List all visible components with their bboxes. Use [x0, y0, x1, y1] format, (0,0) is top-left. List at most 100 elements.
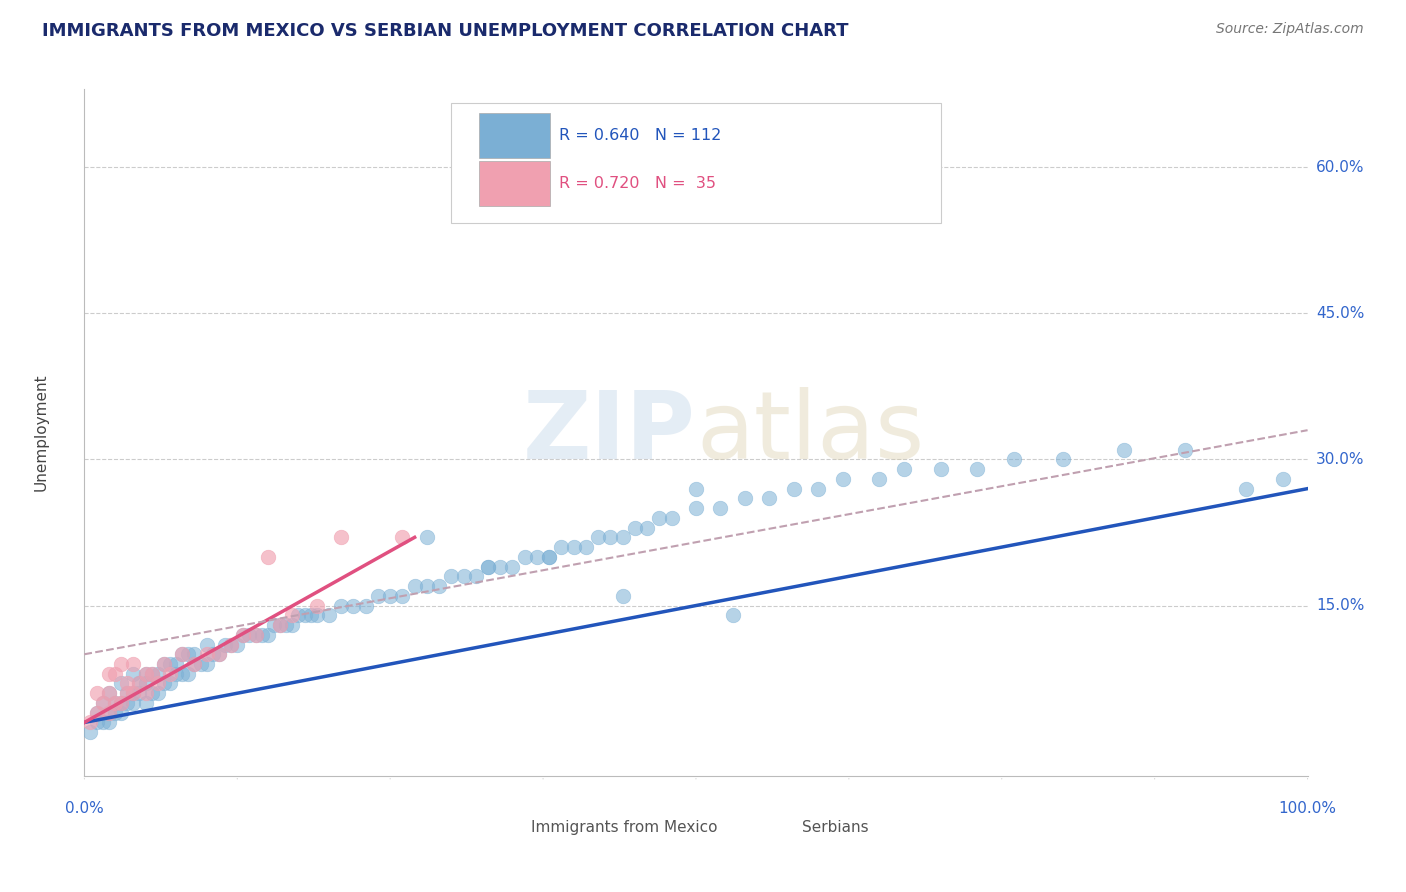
Point	[318, 608, 340, 623]
Point	[550, 540, 572, 554]
Point	[183, 647, 205, 661]
Point	[575, 540, 598, 554]
Point	[208, 647, 231, 661]
Point	[159, 657, 181, 671]
Point	[110, 696, 132, 710]
Point	[416, 530, 439, 544]
Point	[709, 501, 731, 516]
Point	[172, 666, 194, 681]
Point	[538, 549, 561, 564]
FancyBboxPatch shape	[479, 113, 550, 158]
Point	[97, 715, 120, 730]
Point	[281, 608, 304, 623]
Text: 60.0%: 60.0%	[1316, 160, 1364, 175]
Point	[110, 676, 132, 690]
Text: R = 0.640   N = 112: R = 0.640 N = 112	[560, 128, 721, 143]
Point	[263, 618, 285, 632]
Point	[427, 579, 450, 593]
Point	[734, 491, 756, 506]
Point	[135, 676, 157, 690]
Point	[122, 666, 145, 681]
Point	[177, 666, 200, 681]
Point	[115, 686, 138, 700]
Point	[97, 686, 120, 700]
Point	[183, 657, 205, 671]
Point	[929, 462, 952, 476]
Point	[294, 608, 316, 623]
Point	[214, 638, 236, 652]
Point	[86, 686, 108, 700]
Point	[648, 511, 671, 525]
Point	[104, 696, 127, 710]
Point	[526, 549, 548, 564]
Point	[153, 657, 176, 671]
Point	[1234, 482, 1257, 496]
FancyBboxPatch shape	[479, 161, 550, 206]
Point	[97, 706, 120, 720]
Point	[122, 686, 145, 700]
Point	[391, 530, 413, 544]
Point	[305, 599, 328, 613]
Point	[115, 696, 138, 710]
Point	[276, 618, 298, 632]
Point	[612, 530, 634, 544]
Point	[685, 501, 707, 516]
Text: 100.0%: 100.0%	[1278, 801, 1337, 816]
Text: Source: ZipAtlas.com: Source: ZipAtlas.com	[1216, 22, 1364, 37]
Text: 30.0%: 30.0%	[1316, 452, 1364, 467]
Point	[287, 608, 309, 623]
Point	[831, 472, 853, 486]
Text: atlas: atlas	[696, 386, 924, 479]
Point	[128, 686, 150, 700]
Point	[1174, 442, 1197, 457]
Point	[208, 647, 231, 661]
FancyBboxPatch shape	[478, 814, 524, 842]
Point	[1272, 472, 1295, 486]
Point	[219, 638, 242, 652]
Point	[91, 696, 114, 710]
Text: IMMIGRANTS FROM MEXICO VS SERBIAN UNEMPLOYMENT CORRELATION CHART: IMMIGRANTS FROM MEXICO VS SERBIAN UNEMPL…	[42, 22, 849, 40]
Point	[367, 589, 389, 603]
Point	[135, 666, 157, 681]
Point	[104, 696, 127, 710]
Point	[86, 706, 108, 720]
Point	[685, 482, 707, 496]
Point	[195, 647, 218, 661]
Point	[966, 462, 988, 476]
Point	[97, 706, 120, 720]
Point	[153, 676, 176, 690]
Point	[141, 686, 163, 700]
Point	[232, 628, 254, 642]
Point	[636, 520, 658, 534]
Point	[612, 589, 634, 603]
Point	[586, 530, 609, 544]
Point	[91, 696, 114, 710]
Point	[115, 686, 138, 700]
Point	[245, 628, 267, 642]
Text: R = 0.720   N =  35: R = 0.720 N = 35	[560, 176, 716, 191]
Point	[135, 686, 157, 700]
Point	[110, 706, 132, 720]
Point	[91, 715, 114, 730]
Point	[330, 599, 353, 613]
Point	[165, 657, 187, 671]
Point	[195, 657, 218, 671]
Point	[201, 647, 224, 661]
Point	[135, 666, 157, 681]
Point	[128, 676, 150, 690]
Point	[477, 559, 499, 574]
Point	[177, 647, 200, 661]
Point	[226, 638, 249, 652]
FancyBboxPatch shape	[748, 814, 794, 842]
Point	[172, 647, 194, 661]
Point	[281, 618, 304, 632]
Point	[489, 559, 512, 574]
Point	[183, 657, 205, 671]
Text: 0.0%: 0.0%	[65, 801, 104, 816]
Point	[159, 676, 181, 690]
Text: ZIP: ZIP	[523, 386, 696, 479]
Point	[146, 686, 169, 700]
Point	[245, 628, 267, 642]
Point	[342, 599, 364, 613]
Text: Immigrants from Mexico: Immigrants from Mexico	[531, 820, 717, 835]
